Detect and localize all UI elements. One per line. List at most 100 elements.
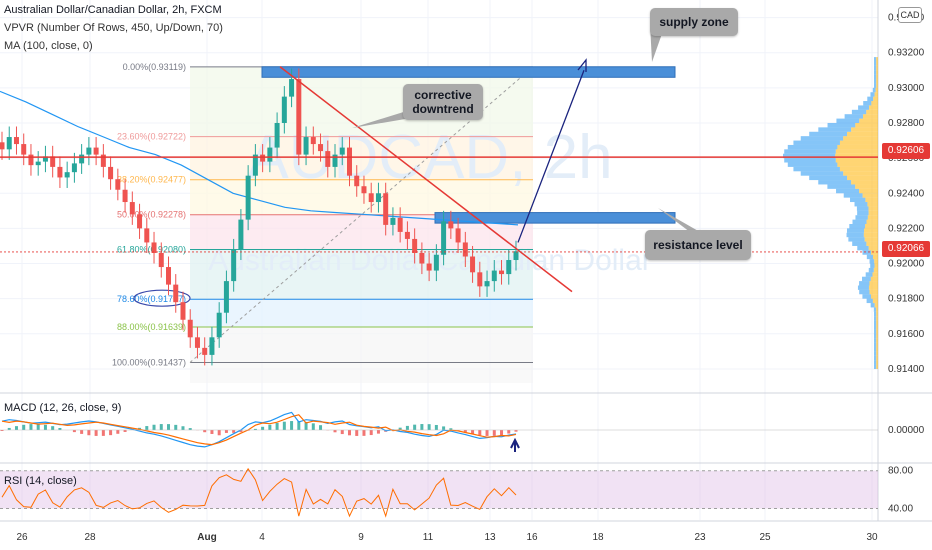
volume-bar-down [870, 276, 878, 282]
volume-bar-down [871, 101, 878, 106]
volume-bar-up [874, 57, 877, 62]
indicator-vpvr-label[interactable]: VPVR (Number Of Rows, 450, Up/Down, 70) [4, 22, 223, 34]
volume-bar-up [854, 202, 868, 207]
volume-profile [783, 57, 878, 369]
candle-body [144, 228, 150, 243]
macd-signal-line [1, 414, 517, 446]
volume-bar-down [876, 83, 878, 88]
volume-bar-up [836, 118, 860, 123]
macd-histogram-bar [478, 430, 482, 436]
volume-bar-down [837, 162, 878, 167]
candle-body [354, 175, 360, 187]
macd-histogram-bar [232, 430, 236, 433]
time-axis-label: 9 [358, 532, 364, 543]
price-axis-label: 0.93200 [888, 48, 925, 59]
volume-bar-down [876, 74, 878, 80]
candle-body [0, 142, 5, 150]
volume-bar-up [857, 210, 869, 216]
volume-bar-down [843, 136, 878, 141]
fib-fill-band [190, 249, 533, 300]
indicator-ma-label[interactable]: MA (100, close, 0) [4, 40, 93, 52]
macd-histogram-bar [94, 430, 98, 436]
macd-histogram-bar [369, 430, 373, 436]
macd-histogram-bar [123, 430, 127, 432]
volume-bar-up [849, 224, 866, 229]
candle-body [390, 217, 396, 225]
volume-bar-up [870, 303, 875, 308]
volume-bar-up [827, 122, 856, 128]
macd-histogram-bar [14, 426, 18, 430]
rsi-lower-label: 40.00 [888, 504, 913, 515]
projection-arrow-line [517, 70, 585, 243]
candle-body [499, 270, 505, 275]
volume-bar-up [852, 241, 867, 246]
price-axis-label: 0.92800 [888, 118, 925, 129]
volume-bar-down [873, 267, 878, 273]
volume-bar-up [850, 197, 866, 203]
volume-bar-down [847, 131, 878, 137]
macd-histogram-bar [36, 424, 40, 430]
candle-body [361, 186, 367, 194]
volume-bar-down [866, 109, 878, 115]
macd-histogram-bar [290, 421, 294, 430]
candle-body [79, 154, 85, 164]
volume-bar-down [876, 342, 878, 347]
volume-bar-down [876, 320, 878, 326]
volume-bar-up [851, 109, 867, 115]
price-axis-label: 0.92000 [888, 259, 925, 270]
candle-body [137, 214, 143, 229]
volume-bar-down [864, 228, 878, 233]
volume-bar-up [874, 355, 877, 361]
volume-bar-down [866, 219, 878, 225]
candle-body [412, 238, 418, 253]
volume-bar-down [835, 149, 878, 154]
projection-arrow-head [577, 58, 587, 72]
rsi-title[interactable]: RSI (14, close) [4, 475, 77, 487]
macd-histogram-bar [463, 430, 467, 433]
volume-bar-down [843, 171, 878, 176]
candle-body [21, 144, 27, 155]
volume-bar-down [867, 215, 878, 220]
volume-bar-up [844, 114, 863, 119]
macd-histogram-bar [188, 428, 192, 430]
fib-fill-band [190, 299, 533, 327]
candle-body [187, 319, 193, 338]
macd-title[interactable]: MACD (12, 26, close, 9) [4, 402, 122, 414]
fib-level-label: 38.20%(0.92477) [117, 175, 186, 185]
macd-histogram-bar [174, 424, 178, 430]
last-price-tag: 0.92066 [882, 241, 930, 257]
fib-level-label: 78.60%(0.91797) [117, 294, 186, 304]
volume-bar-up [867, 96, 874, 102]
candle-body [491, 270, 497, 282]
macd-histogram-bar [210, 430, 214, 434]
candle-body [42, 156, 48, 162]
volume-bar-up [784, 158, 836, 163]
candle-body [289, 79, 295, 97]
volume-bar-down [868, 210, 878, 216]
volume-bar-down [876, 316, 878, 321]
price-axis-label: 0.91800 [888, 294, 925, 305]
volume-bar-up [874, 351, 877, 356]
candle-body [209, 337, 215, 355]
volume-bar-up [862, 294, 871, 299]
fib-786-highlight [133, 289, 191, 307]
macd-histogram-bar [319, 425, 323, 430]
volume-bar-down [851, 127, 878, 132]
candle-body [484, 281, 490, 287]
macd-histogram-bar [159, 424, 163, 430]
red-level-price-tag: 0.92606 [882, 143, 930, 159]
chart-title[interactable]: Australian Dollar/Canadian Dollar, 2h, F… [4, 4, 222, 16]
volume-bar-up [874, 61, 877, 66]
volume-bar-down [869, 105, 878, 110]
corrective-label-line2: downtrend [412, 102, 474, 116]
currency-label[interactable]: CAD [898, 7, 922, 23]
macd-histogram-bar [398, 427, 402, 430]
macd-histogram-bar [101, 430, 105, 436]
volume-bar-down [876, 360, 878, 365]
candle-body [108, 166, 114, 180]
fib-level-label: 0.00%(0.93119) [123, 62, 186, 72]
volume-bar-up [870, 263, 875, 268]
volume-bar-down [869, 289, 878, 295]
fib-level-label: 88.00%(0.91639) [117, 322, 186, 332]
macd-histogram-bar [0, 430, 4, 431]
